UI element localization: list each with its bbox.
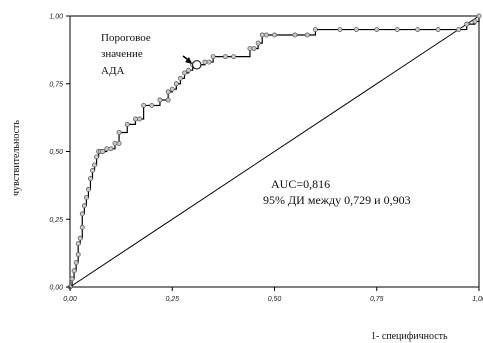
roc-point: [73, 260, 79, 266]
roc-point: [173, 81, 179, 87]
roc-point: [141, 102, 147, 108]
roc-point: [476, 13, 482, 19]
roc-point: [251, 46, 257, 51]
roc-point: [464, 21, 470, 27]
roc-point: [83, 195, 89, 201]
roc-point: [312, 27, 318, 32]
threshold-label-line2: значение: [101, 48, 143, 60]
x-tick-label: 0,75: [370, 296, 384, 303]
roc-point: [157, 97, 163, 103]
y-tick-label: 0,50: [49, 149, 63, 156]
roc-point: [104, 146, 110, 152]
roc-point: [210, 54, 216, 60]
roc-point: [165, 97, 171, 103]
roc-point: [206, 59, 212, 65]
roc-point: [79, 224, 85, 230]
y-tick-label: 0,00: [49, 285, 63, 292]
reference-diagonal: [69, 15, 480, 288]
roc-point: [112, 140, 118, 146]
x-tick-label: 0,25: [165, 296, 179, 303]
roc-point: [177, 75, 183, 81]
roc-point: [222, 54, 228, 60]
roc-point: [79, 211, 85, 217]
roc-point: [137, 116, 142, 122]
roc-point: [75, 241, 81, 247]
roc-point: [75, 252, 81, 257]
y-tick-label: 0,75: [49, 81, 63, 88]
roc-point: [394, 27, 400, 32]
roc-point: [69, 276, 75, 282]
x-tick-label: 0,50: [268, 296, 282, 303]
roc-point: [169, 86, 175, 92]
diagonal-line: [69, 15, 480, 288]
axis-ticks: 0,00 0,25 0,50 0,75 1,00 0,00 0,25 0,50 0,75 1,00: [49, 14, 483, 304]
roc-point: [182, 70, 187, 76]
roc-point: [165, 89, 171, 95]
roc-point: [85, 186, 91, 192]
roc-point: [247, 46, 253, 51]
x-axis-title: 1- специфичность: [371, 331, 448, 342]
x-tick-label: 0,00: [63, 296, 77, 303]
y-tick-label: 1,00: [49, 14, 63, 21]
roc-markers: [67, 13, 482, 290]
threshold-label-line3: АДА: [101, 65, 124, 77]
roc-point: [94, 154, 100, 160]
threshold-arrow: [182, 55, 192, 64]
roc-point: [415, 27, 421, 32]
roc-point: [263, 32, 269, 38]
roc-point: [186, 67, 192, 73]
threshold-point: [192, 60, 202, 70]
roc-point: [77, 235, 83, 241]
roc-point: [435, 27, 441, 32]
y-axis-title: чувствительность: [11, 120, 22, 196]
roc-point: [337, 27, 343, 32]
roc-point: [149, 102, 155, 108]
roc-point: [272, 32, 277, 38]
x-tick-label: 1,00: [472, 296, 483, 303]
roc-point: [116, 130, 122, 135]
roc-point: [124, 121, 130, 127]
y-tick-label: 0,25: [49, 217, 63, 224]
roc-point: [292, 32, 298, 38]
ci-label: 95% ДИ между 0,729 и 0,903: [263, 193, 411, 207]
threshold-label-line1: Пороговое: [101, 32, 151, 44]
roc-point: [202, 59, 208, 65]
roc-point: [255, 40, 261, 46]
roc-point: [456, 27, 461, 32]
roc-point: [108, 146, 114, 152]
roc-point: [81, 203, 87, 209]
roc-point: [374, 27, 380, 32]
roc-point: [472, 18, 478, 24]
roc-point: [304, 32, 310, 38]
roc-point: [100, 149, 106, 154]
roc-point: [87, 176, 93, 182]
roc-point: [90, 168, 95, 173]
roc-point: [353, 27, 359, 32]
roc-point: [259, 32, 265, 38]
roc-point: [231, 54, 237, 60]
roc-point: [132, 116, 138, 122]
roc-point: [116, 140, 122, 146]
roc-point: [92, 162, 97, 168]
roc-point: [71, 268, 77, 274]
auc-label: AUC=0,816: [271, 177, 330, 191]
